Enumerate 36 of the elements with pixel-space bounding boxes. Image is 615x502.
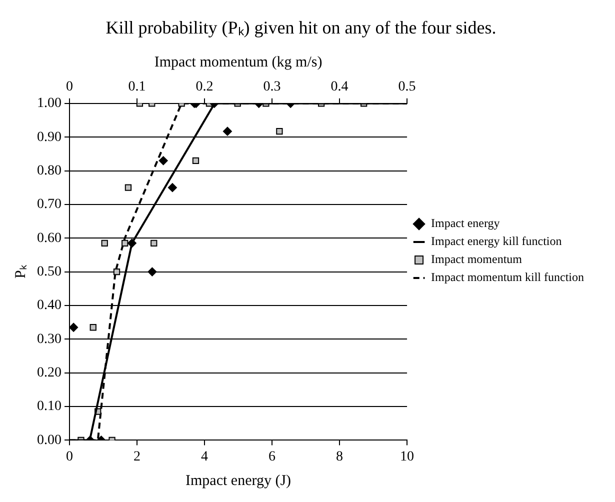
x-tick-label: 10 <box>400 449 414 464</box>
x-tick-label: 6 <box>268 449 276 464</box>
x-tick-label: 2 <box>134 449 141 464</box>
y-tick-label: 1.00 <box>37 96 62 112</box>
x-axis-title: Impact energy (J) <box>186 472 292 489</box>
point <box>168 183 177 192</box>
y-tick-label: 0.90 <box>37 130 62 145</box>
point <box>158 156 168 166</box>
x2-tick-label: 0.1 <box>128 80 146 95</box>
point <box>127 238 136 248</box>
x-tick-label: 8 <box>336 449 344 464</box>
y-tick-label: 0.20 <box>37 366 62 381</box>
x2-tick-label: 0.3 <box>263 80 281 95</box>
point <box>70 322 78 332</box>
y-tick-label: 0.50 <box>37 264 62 280</box>
x2-tick-label: 0.5 <box>398 80 416 95</box>
x2-tick-label: 0 <box>66 80 73 95</box>
x-tick-label: 4 <box>201 449 208 464</box>
y-tick-label: 0.40 <box>37 298 62 314</box>
point <box>148 267 157 276</box>
y-tick-label: 0.10 <box>37 399 62 414</box>
legend-label: Impact energy kill function <box>431 234 562 248</box>
legend-label: Impact energy <box>431 216 500 230</box>
y-tick-label: 0.70 <box>37 197 62 212</box>
x-tick-label: 0 <box>66 449 73 464</box>
y-tick-label: 0.60 <box>37 230 62 246</box>
x2-tick-label: 0.2 <box>196 80 214 95</box>
x2-tick-label: 0.4 <box>330 80 348 95</box>
legend-label: Impact momentum kill function <box>431 270 584 284</box>
x2-axis-title: Impact momentum (kg m/s) <box>154 54 322 71</box>
legend-label: Impact momentum <box>431 252 523 266</box>
y-tick-label: 0.30 <box>37 332 62 347</box>
y-axis-title: Pₖ <box>12 264 29 278</box>
y-tick-label: 0.00 <box>37 432 62 448</box>
chart-title: Kill probability (Pₖ) given hit on any of the four sides. <box>106 18 496 38</box>
y-tick-label: 0.80 <box>37 163 62 178</box>
